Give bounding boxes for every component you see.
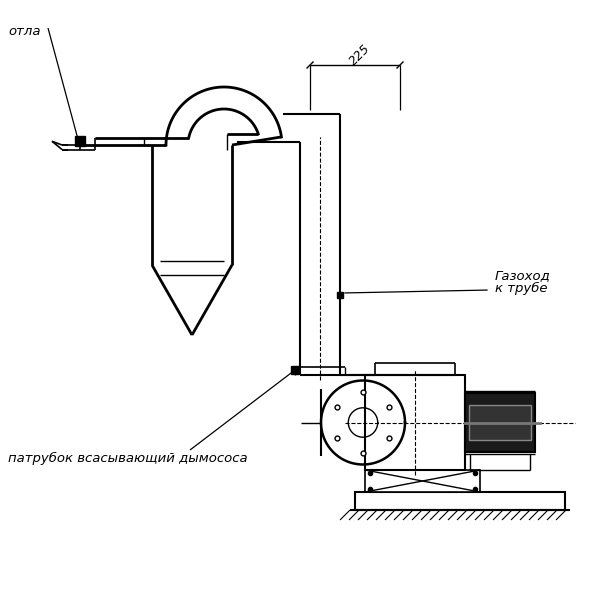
Text: патрубок всасывающий дымососа: патрубок всасывающий дымососа xyxy=(8,452,248,465)
Text: отла: отла xyxy=(8,25,41,38)
Text: 225: 225 xyxy=(347,42,373,68)
Bar xyxy=(465,393,535,452)
Text: к трубе: к трубе xyxy=(495,282,548,295)
Text: Газоход: Газоход xyxy=(495,269,551,282)
Bar xyxy=(469,405,531,440)
Bar xyxy=(355,492,565,510)
Bar xyxy=(75,136,85,146)
Bar xyxy=(337,292,343,298)
Bar xyxy=(291,366,299,374)
Bar xyxy=(365,375,465,470)
Bar xyxy=(365,470,480,492)
